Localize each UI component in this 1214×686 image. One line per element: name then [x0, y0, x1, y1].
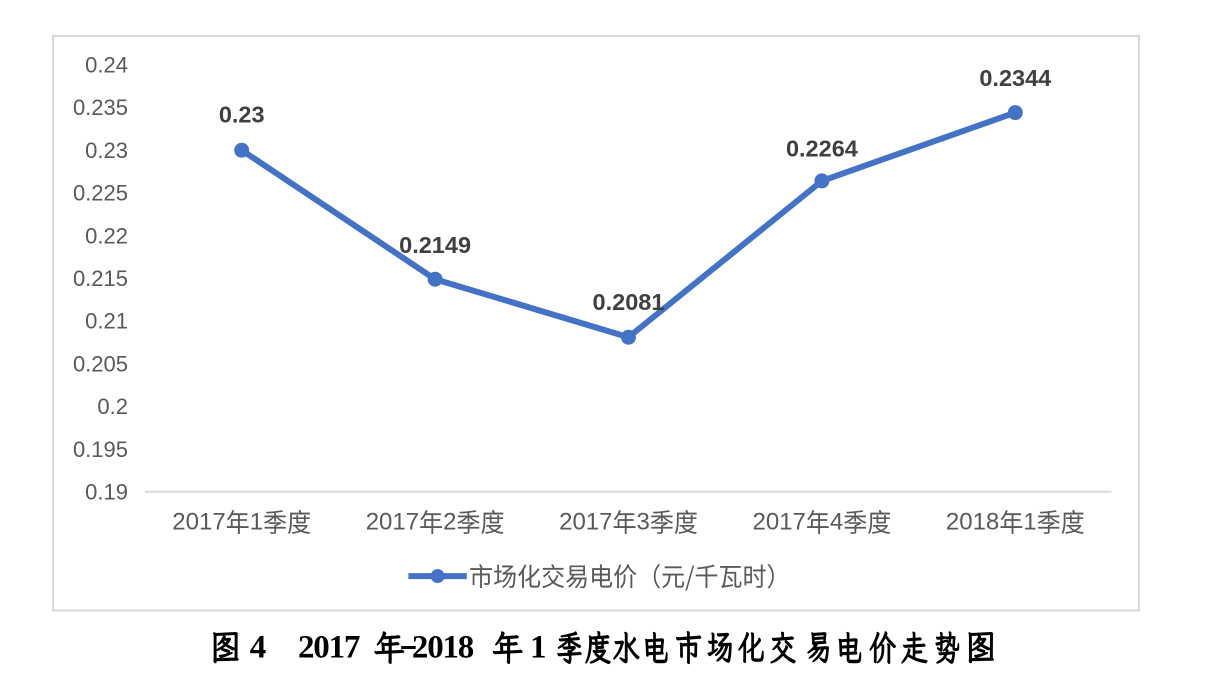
svg-text:4: 4: [830, 508, 843, 535]
svg-text:0.2344: 0.2344: [979, 65, 1051, 91]
svg-text:1: 1: [1023, 508, 1036, 535]
svg-text:0.23: 0.23: [85, 138, 128, 163]
svg-text:0.215: 0.215: [73, 266, 128, 291]
svg-text:0.2: 0.2: [97, 394, 128, 419]
svg-text:0.205: 0.205: [73, 351, 128, 376]
svg-text:0.24: 0.24: [85, 53, 128, 78]
svg-text:2017: 2017: [559, 508, 612, 535]
svg-text:0.2081: 0.2081: [593, 289, 665, 315]
svg-text:2017: 2017: [172, 508, 225, 535]
svg-text:0.23: 0.23: [219, 102, 265, 128]
svg-text:0.19: 0.19: [85, 480, 128, 505]
svg-text:2: 2: [443, 508, 456, 535]
svg-text:3: 3: [637, 508, 650, 535]
svg-text:0.235: 0.235: [73, 95, 128, 120]
svg-text:0.21: 0.21: [85, 309, 128, 334]
svg-text:1: 1: [530, 629, 547, 665]
svg-text:2018: 2018: [412, 629, 474, 665]
svg-text:2017: 2017: [753, 508, 806, 535]
svg-text:1: 1: [250, 508, 263, 535]
svg-text:4: 4: [250, 629, 267, 665]
svg-text:0.2149: 0.2149: [399, 232, 471, 258]
svg-text:2018: 2018: [946, 508, 999, 535]
svg-text:0.2264: 0.2264: [786, 135, 858, 161]
svg-text:0.195: 0.195: [73, 437, 128, 462]
svg-text:0.22: 0.22: [85, 223, 128, 248]
svg-text:2017: 2017: [298, 629, 360, 665]
svg-text:2017: 2017: [366, 508, 419, 535]
svg-text:0.225: 0.225: [73, 181, 128, 206]
